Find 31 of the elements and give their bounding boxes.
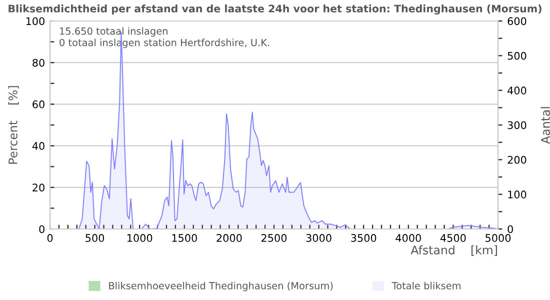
- y-tick-label: 40: [32, 142, 44, 150]
- x-tick-label: 500: [86, 234, 104, 242]
- y2-tick-label: 400: [508, 86, 526, 94]
- x-tick-label: 0: [47, 234, 53, 242]
- y2-tick-label: 100: [508, 190, 526, 198]
- x-tick-label: 5000: [486, 234, 511, 242]
- x-tick-label: 3000: [306, 234, 332, 242]
- y-tick-label: 100: [26, 17, 44, 26]
- y-tick-label: 80: [32, 58, 44, 67]
- legend-label: Totale bliksem: [392, 282, 460, 290]
- x-tick-label: 4000: [396, 234, 421, 242]
- y-tick-label: 0: [39, 225, 44, 234]
- x-tick-label: 3500: [351, 234, 376, 242]
- x-tick-label: 1500: [172, 234, 197, 242]
- y2-tick-label: 500: [508, 52, 526, 60]
- y-tick-label: 60: [32, 100, 44, 108]
- annotation: 15.650 totaal inslagen: [60, 27, 168, 37]
- y2-tick-label: 300: [508, 121, 526, 130]
- chart-title: Bliksemdichtheid per afstand van de laatste 24h voor het station: Thedinghausen (Morsum): [8, 4, 542, 15]
- legend-label: Bliksemhoeveelheid Thedinghausen (Morsum): [109, 282, 333, 292]
- y-axis-title: Percent [%]: [8, 86, 19, 164]
- y2-axis-title: Aantal: [540, 107, 550, 144]
- x-tick-label: 4500: [440, 234, 466, 242]
- x-tick-label: 1000: [127, 234, 152, 242]
- y2-tick-label: 600: [508, 17, 526, 26]
- x-axis-title: Afstand [km]: [410, 245, 497, 256]
- y2-tick-label: 0: [508, 225, 513, 234]
- x-tick-label: 2000: [216, 234, 242, 242]
- x-tick-label: 2500: [262, 234, 287, 242]
- y2-tick-label: 200: [508, 156, 526, 164]
- y-tick-label: 20: [32, 184, 44, 192]
